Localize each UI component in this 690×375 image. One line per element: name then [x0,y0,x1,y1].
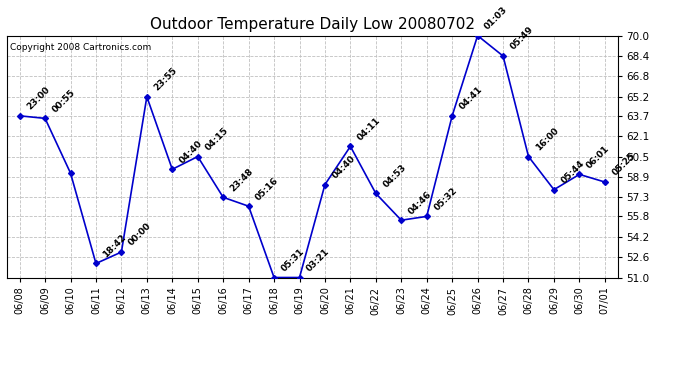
Text: 06:01: 06:01 [585,144,611,170]
Text: 03:21: 03:21 [305,247,332,273]
Text: 18:42: 18:42 [101,232,128,260]
Text: 04:15: 04:15 [204,126,230,152]
Title: Outdoor Temperature Daily Low 20080702: Outdoor Temperature Daily Low 20080702 [150,16,475,32]
Text: 04:11: 04:11 [356,116,382,142]
Text: 04:46: 04:46 [407,189,433,216]
Text: 05:49: 05:49 [509,25,535,52]
Text: 23:48: 23:48 [228,166,255,193]
Text: 05:44: 05:44 [560,159,586,186]
Text: 00:55: 00:55 [50,88,77,114]
Text: 23:00: 23:00 [25,85,52,112]
Text: 05:25: 05:25 [611,152,637,178]
Text: 16:00: 16:00 [534,126,560,152]
Text: 05:16: 05:16 [254,176,281,202]
Text: 04:41: 04:41 [457,85,484,112]
Text: 04:40: 04:40 [178,138,204,165]
Text: 05:31: 05:31 [279,247,306,273]
Text: Copyright 2008 Cartronics.com: Copyright 2008 Cartronics.com [10,43,151,52]
Text: 01:03: 01:03 [483,5,510,32]
Text: 04:40: 04:40 [331,154,357,180]
Text: 23:55: 23:55 [152,66,179,93]
Text: 04:53: 04:53 [382,163,408,189]
Text: 05:32: 05:32 [432,186,459,212]
Text: 00:00: 00:00 [127,222,153,248]
